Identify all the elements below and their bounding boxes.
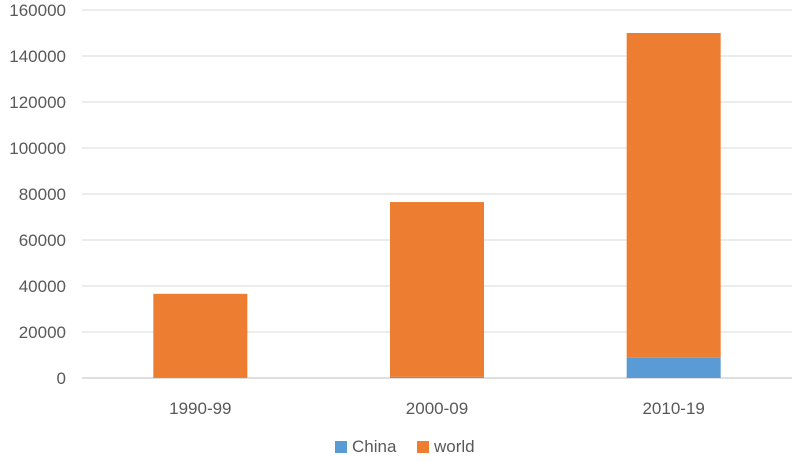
x-tick-label: 2000-09 bbox=[406, 399, 468, 418]
y-tick-label: 160000 bbox=[9, 1, 66, 20]
y-tick-label: 60000 bbox=[19, 231, 66, 250]
legend-label-world: world bbox=[433, 437, 475, 456]
y-tick-label: 40000 bbox=[19, 277, 66, 296]
legend-swatch-china bbox=[335, 441, 347, 453]
bar-china-2000-09 bbox=[390, 376, 484, 378]
bar-world-2010-19 bbox=[626, 33, 721, 358]
bar-china-2010-19 bbox=[626, 357, 721, 378]
x-tick-label: 2010-19 bbox=[642, 399, 704, 418]
y-tick-label: 80000 bbox=[19, 185, 66, 204]
y-tick-label: 100000 bbox=[9, 139, 66, 158]
legend-swatch-world bbox=[417, 441, 429, 453]
bars bbox=[153, 33, 721, 378]
y-axis: 0 20000 40000 60000 80000 100000 120000 140000 1… bbox=[9, 1, 66, 388]
y-tick-label: 140000 bbox=[9, 47, 66, 66]
x-axis: 1990-99 2000-09 2010-19 bbox=[169, 399, 705, 418]
legend-label-china: China bbox=[352, 437, 397, 456]
y-tick-label: 0 bbox=[57, 369, 66, 388]
legend: China world bbox=[335, 437, 475, 456]
bar-world-1990-99 bbox=[153, 293, 248, 378]
y-tick-label: 120000 bbox=[9, 93, 66, 112]
y-tick-label: 20000 bbox=[19, 323, 66, 342]
bar-world-2000-09 bbox=[390, 202, 484, 377]
x-tick-label: 1990-99 bbox=[169, 399, 231, 418]
